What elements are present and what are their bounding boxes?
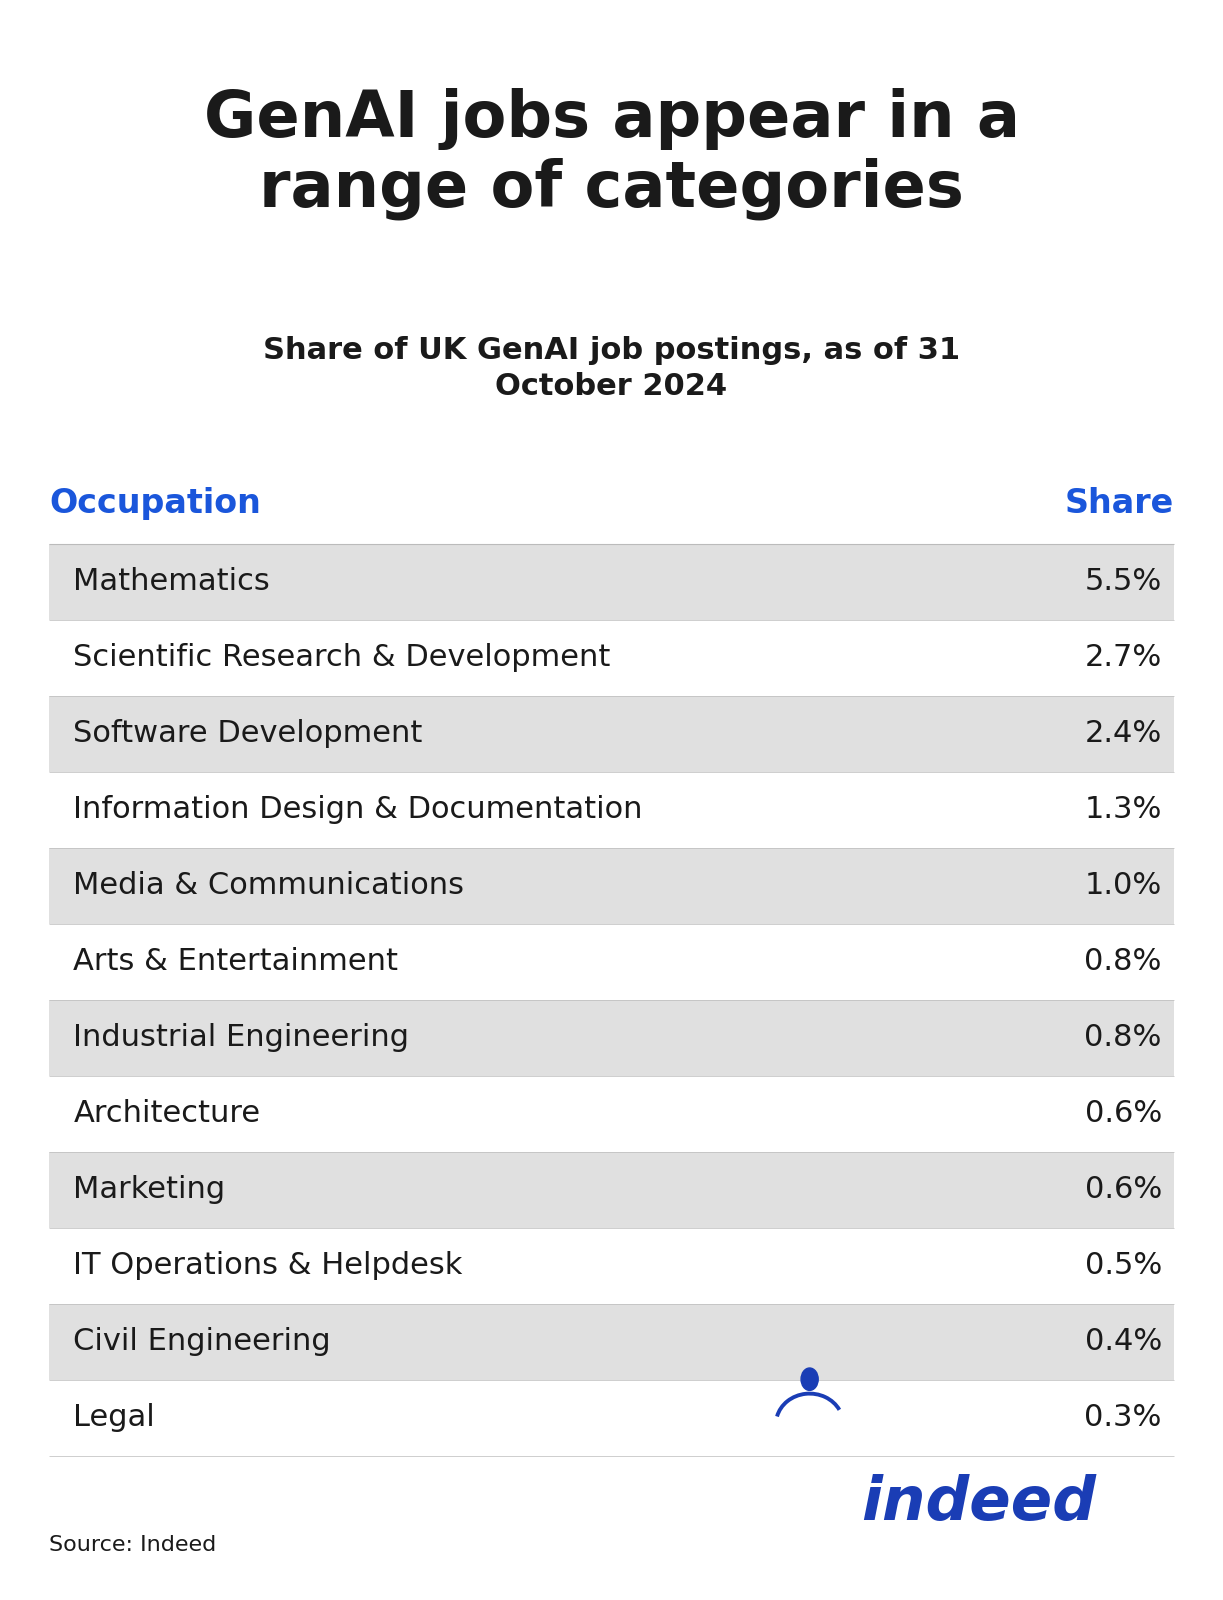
- Text: Architecture: Architecture: [73, 1099, 260, 1128]
- Bar: [49, 771, 1174, 848]
- Text: Share of UK GenAI job postings, as of 31
October 2024: Share of UK GenAI job postings, as of 31…: [263, 336, 960, 402]
- Text: Industrial Engineering: Industrial Engineering: [73, 1024, 410, 1053]
- Text: Software Development: Software Development: [73, 720, 423, 749]
- Bar: [49, 619, 1174, 696]
- Text: 0.3%: 0.3%: [1085, 1403, 1162, 1432]
- Text: indeed: indeed: [861, 1474, 1096, 1533]
- Text: Mathematics: Mathematics: [73, 568, 270, 597]
- Text: 0.5%: 0.5%: [1085, 1251, 1162, 1280]
- Text: Marketing: Marketing: [73, 1176, 225, 1205]
- Bar: [49, 1152, 1174, 1229]
- Text: Arts & Entertainment: Arts & Entertainment: [73, 947, 399, 976]
- Text: Scientific Research & Development: Scientific Research & Development: [73, 643, 610, 672]
- Bar: [49, 1379, 1174, 1456]
- Text: IT Operations & Helpdesk: IT Operations & Helpdesk: [73, 1251, 462, 1280]
- Text: 0.6%: 0.6%: [1085, 1176, 1162, 1205]
- Text: GenAI jobs appear in a
range of categories: GenAI jobs appear in a range of categori…: [203, 88, 1020, 219]
- Text: 0.6%: 0.6%: [1085, 1099, 1162, 1128]
- Bar: [49, 1229, 1174, 1304]
- Text: 1.3%: 1.3%: [1085, 795, 1162, 824]
- Bar: [49, 1077, 1174, 1152]
- Bar: [49, 1304, 1174, 1379]
- Text: 0.8%: 0.8%: [1085, 1024, 1162, 1053]
- Text: 0.8%: 0.8%: [1085, 947, 1162, 976]
- Text: 2.7%: 2.7%: [1085, 643, 1162, 672]
- Text: Share: Share: [1065, 486, 1174, 520]
- Text: Media & Communications: Media & Communications: [73, 872, 465, 901]
- Bar: [49, 848, 1174, 925]
- Bar: [49, 696, 1174, 771]
- Text: 5.5%: 5.5%: [1085, 568, 1162, 597]
- Circle shape: [801, 1368, 818, 1390]
- Text: Legal: Legal: [73, 1403, 155, 1432]
- Text: Occupation: Occupation: [49, 486, 260, 520]
- Bar: [49, 1000, 1174, 1075]
- Text: Information Design & Documentation: Information Design & Documentation: [73, 795, 643, 824]
- Bar: [49, 925, 1174, 1000]
- Bar: [49, 544, 1174, 619]
- Text: 0.4%: 0.4%: [1085, 1328, 1162, 1357]
- Text: 1.0%: 1.0%: [1085, 872, 1162, 901]
- Text: 2.4%: 2.4%: [1085, 720, 1162, 749]
- Text: Civil Engineering: Civil Engineering: [73, 1328, 331, 1357]
- Text: Source: Indeed: Source: Indeed: [49, 1536, 216, 1555]
